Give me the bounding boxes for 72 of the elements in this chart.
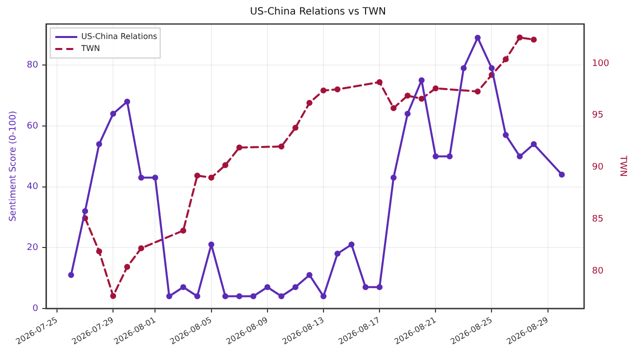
point	[306, 100, 312, 106]
point	[222, 293, 228, 300]
point	[320, 293, 326, 300]
point	[194, 172, 200, 179]
point	[152, 174, 158, 181]
point	[432, 85, 439, 92]
y2-tick-label: 80	[592, 266, 604, 276]
point	[516, 34, 523, 40]
point	[348, 242, 355, 248]
point	[474, 34, 481, 41]
y2-tick-label: 95	[592, 110, 604, 121]
point	[222, 162, 228, 168]
point	[278, 293, 284, 300]
point	[390, 105, 397, 112]
point	[516, 153, 523, 160]
point	[488, 65, 495, 72]
point	[250, 293, 256, 300]
point	[390, 174, 397, 181]
y-tick-label: 20	[26, 242, 39, 253]
point	[292, 284, 298, 290]
point	[96, 141, 102, 148]
point	[138, 245, 144, 252]
y2-axis-title: TWN	[617, 154, 628, 177]
point	[194, 293, 200, 300]
point	[502, 56, 509, 62]
point	[278, 143, 284, 150]
y-tick-label: 60	[26, 121, 39, 132]
point	[334, 86, 340, 92]
point	[502, 132, 509, 138]
y-tick-label: 0	[32, 304, 39, 314]
point	[96, 248, 102, 254]
point	[376, 79, 383, 86]
y2-tick-label: 90	[592, 162, 604, 173]
point	[180, 228, 186, 234]
y-tick-label: 40	[26, 182, 39, 192]
point	[376, 284, 383, 290]
point	[68, 272, 74, 278]
point	[236, 293, 242, 300]
point	[418, 96, 425, 102]
point	[530, 141, 537, 148]
point	[306, 272, 312, 278]
point	[432, 153, 439, 160]
point	[446, 153, 453, 160]
point	[124, 98, 130, 105]
legend-label: TWN	[80, 44, 100, 54]
chart-title: US-China Relations vs TWN	[250, 6, 386, 18]
point	[236, 144, 242, 151]
point	[82, 208, 88, 214]
point	[404, 110, 411, 117]
legend-label: US-China Relations	[81, 32, 158, 42]
point	[320, 87, 326, 94]
point	[166, 293, 172, 300]
point	[530, 36, 537, 43]
point	[474, 88, 481, 94]
point	[110, 292, 116, 299]
y-tick-label: 80	[26, 60, 39, 70]
point	[110, 110, 116, 117]
point	[418, 77, 425, 84]
point	[124, 264, 130, 270]
point	[264, 284, 270, 290]
point	[180, 284, 186, 290]
point	[334, 250, 340, 257]
y2-tick-label: 85	[592, 214, 604, 225]
point	[138, 174, 144, 181]
y-axis-title: Sentiment Score (0-100)	[8, 110, 19, 222]
point	[208, 174, 214, 181]
point	[292, 124, 298, 131]
point	[558, 172, 565, 178]
point	[460, 65, 467, 72]
point	[362, 284, 369, 290]
point	[404, 92, 411, 99]
y2-tick-label: 100	[592, 58, 610, 69]
